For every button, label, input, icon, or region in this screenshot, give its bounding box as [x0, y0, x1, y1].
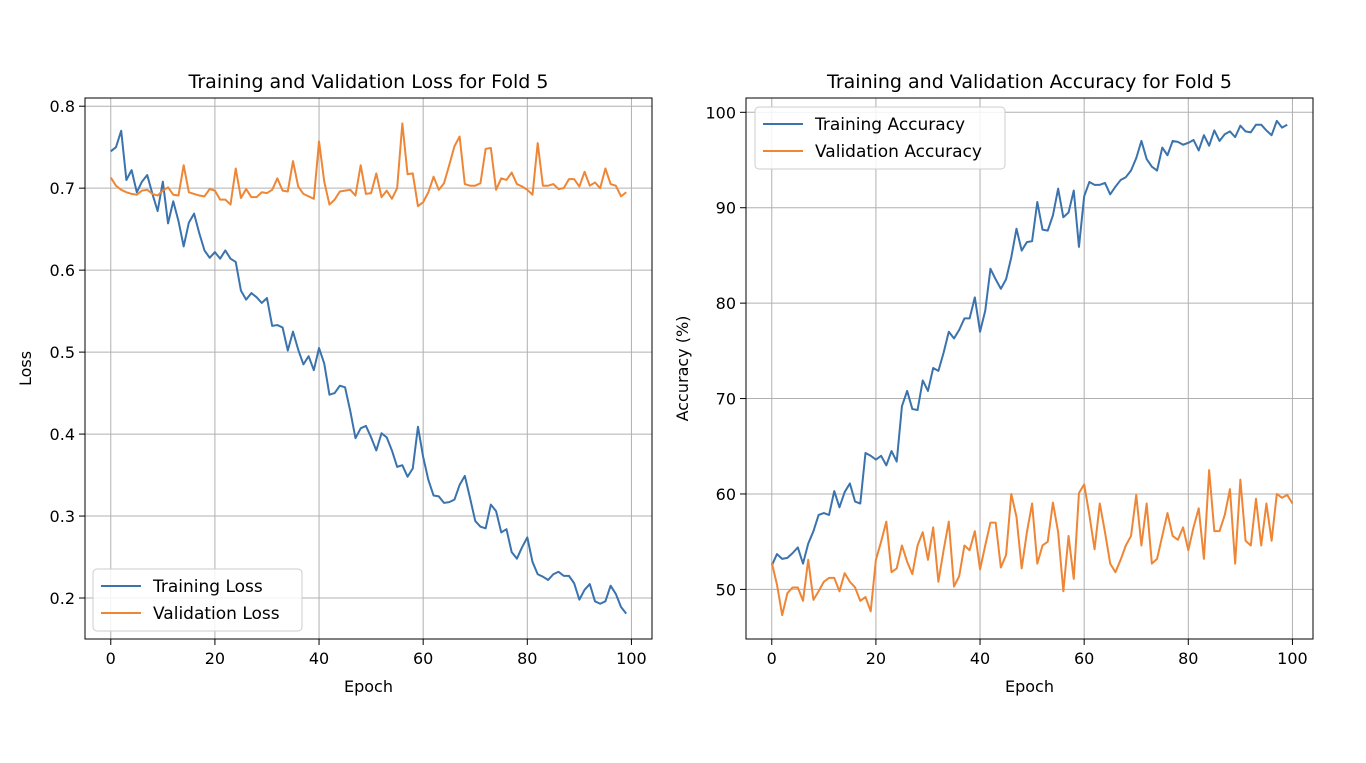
accuracy-y-tick-label: 100 [705, 103, 736, 122]
accuracy-chart: 0 20 40 60 80 100 50 60 70 80 90 100 Training and … [673, 71, 1314, 696]
accuracy-x-axis-label: Epoch [1005, 677, 1054, 696]
accuracy-legend-label-training: Training Accuracy [814, 115, 965, 135]
accuracy-plot-area [746, 98, 1313, 639]
accuracy-x-tick-label: 100 [1277, 649, 1308, 668]
accuracy-y-tick-label: 80 [716, 294, 736, 313]
loss-y-tick-label: 0.7 [50, 179, 75, 198]
loss-series-training-loss [110, 129, 628, 615]
loss-y-tick-label: 0.3 [50, 507, 75, 526]
loss-y-axis-label: Loss [16, 351, 35, 386]
accuracy-x-axis-ticks: 0 20 40 60 80 100 [767, 639, 1308, 668]
loss-x-tick-label: 40 [309, 649, 329, 668]
accuracy-lines [770, 119, 1294, 617]
loss-y-tick-label: 0.4 [50, 425, 75, 444]
loss-x-tick-label: 20 [205, 649, 225, 668]
accuracy-y-axis-ticks: 50 60 70 80 90 100 [705, 103, 746, 599]
loss-x-tick-label: 80 [517, 649, 537, 668]
accuracy-y-tick-label: 50 [716, 580, 736, 599]
loss-y-tick-label: 0.2 [50, 589, 75, 608]
loss-x-tick-label: 60 [413, 649, 433, 668]
loss-legend-label-validation: Validation Loss [153, 604, 280, 624]
accuracy-y-tick-label: 90 [716, 199, 736, 218]
loss-chart: 0 20 40 60 80 100 0.2 0.3 0.4 0.5 0.6 0.7 0.8 Train… [16, 71, 653, 696]
loss-legend: Training Loss Validation Loss [92, 568, 303, 632]
loss-legend-label-training: Training Loss [152, 577, 263, 597]
loss-x-axis-label: Epoch [344, 677, 393, 696]
loss-y-axis-ticks: 0.2 0.3 0.4 0.5 0.6 0.7 0.8 [50, 97, 85, 608]
accuracy-chart-title: Training and Validation Accuracy for Fol… [826, 71, 1232, 93]
accuracy-series-training-accuracy [770, 119, 1288, 566]
accuracy-legend: Training Accuracy Validation Accuracy [754, 106, 1006, 170]
loss-plot-frame [84, 97, 653, 640]
loss-chart-title: Training and Validation Loss for Fold 5 [188, 71, 549, 93]
loss-lines [109, 122, 628, 615]
loss-plot-area [85, 98, 652, 639]
accuracy-legend-label-validation: Validation Accuracy [815, 142, 982, 162]
loss-x-tick-label: 100 [616, 649, 647, 668]
accuracy-x-tick-label: 40 [970, 649, 990, 668]
accuracy-y-axis-label: Accuracy (%) [673, 316, 692, 422]
loss-y-tick-label: 0.8 [50, 97, 75, 116]
accuracy-x-tick-label: 0 [767, 649, 777, 668]
loss-legend-box [92, 568, 303, 632]
accuracy-y-tick-label: 70 [716, 390, 736, 409]
loss-series-validation-loss [109, 122, 627, 208]
accuracy-legend-box [754, 106, 1006, 170]
loss-x-axis-ticks: 0 20 40 60 80 100 [106, 639, 647, 668]
loss-x-tick-label: 0 [106, 649, 116, 668]
accuracy-x-tick-label: 60 [1074, 649, 1094, 668]
accuracy-y-tick-label: 60 [716, 485, 736, 504]
loss-y-tick-label: 0.5 [50, 343, 75, 362]
accuracy-x-tick-label: 20 [866, 649, 886, 668]
accuracy-plot-frame [745, 97, 1314, 640]
accuracy-series-validation-accuracy [770, 469, 1294, 617]
accuracy-x-tick-label: 80 [1178, 649, 1198, 668]
loss-y-tick-label: 0.6 [50, 261, 75, 280]
